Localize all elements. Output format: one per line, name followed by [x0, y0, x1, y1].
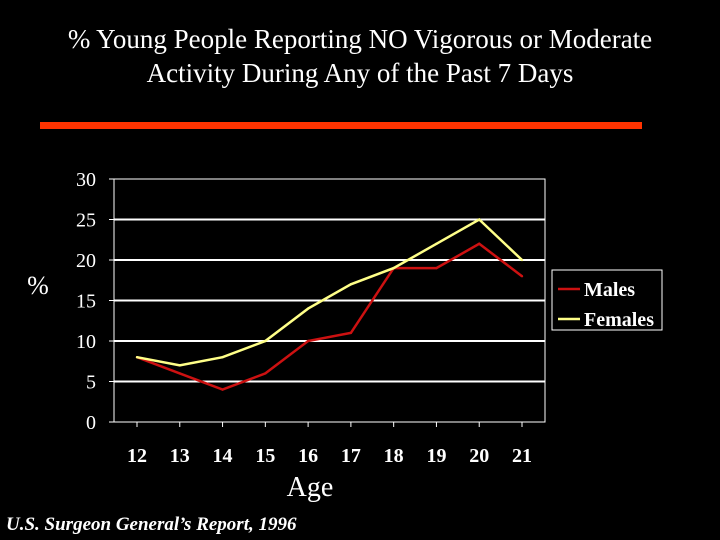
series-line-females — [136, 217, 523, 367]
data-point-males — [264, 372, 267, 375]
title-underline-rule — [40, 122, 642, 129]
y-tick-label: 25 — [76, 210, 96, 232]
x-tick-label: 14 — [213, 445, 233, 467]
legend-label-females: Females — [584, 309, 654, 331]
chart-title-line-2: Activity During Any of the Past 7 Days — [146, 58, 574, 88]
y-tick-label: 30 — [76, 169, 96, 191]
chart-title-line-1: % Young People Reporting NO Vigorous or … — [67, 24, 653, 54]
data-point-females — [306, 307, 310, 310]
x-tick-label: 17 — [341, 445, 361, 467]
data-point-females — [435, 242, 438, 245]
y-axis-label: % — [27, 271, 49, 300]
y-tick-label: 5 — [86, 372, 96, 394]
data-point-females — [135, 356, 139, 359]
legend-label-males: Males — [584, 279, 635, 301]
x-tick-label: 21 — [512, 445, 532, 467]
x-tick-label: 20 — [469, 445, 489, 467]
data-point-males — [306, 339, 310, 343]
series-line-males — [136, 242, 523, 391]
x-tick-label: 16 — [298, 445, 318, 467]
data-point-females — [264, 339, 267, 343]
data-point-females — [221, 356, 224, 359]
data-point-females — [392, 266, 395, 270]
y-tick-label: 15 — [76, 291, 96, 313]
data-point-females — [520, 258, 524, 262]
data-point-males — [178, 372, 181, 375]
data-point-males — [478, 242, 481, 245]
x-tick-label: 19 — [426, 445, 446, 467]
legend: Males Females — [551, 269, 663, 331]
x-tick-label: 15 — [255, 445, 275, 467]
y-tick-label: 20 — [76, 250, 96, 272]
x-tick-label: 18 — [384, 445, 404, 467]
data-point-males — [221, 388, 224, 391]
x-tick-label: 12 — [127, 445, 147, 467]
chart-title: % Young People Reporting NO Vigorous or … — [0, 22, 720, 90]
source-note: U.S. Surgeon General’s Report, 1996 — [6, 514, 297, 535]
y-tick-label: 10 — [76, 331, 96, 353]
data-point-males — [349, 331, 353, 335]
y-tick-label: 0 — [86, 412, 96, 434]
data-point-females — [349, 283, 353, 286]
data-point-females — [178, 364, 181, 367]
x-tick-label: 13 — [170, 445, 190, 467]
data-point-males — [435, 266, 438, 270]
x-axis-label: Age — [287, 472, 334, 503]
data-point-females — [478, 218, 481, 221]
data-point-males — [520, 275, 524, 278]
